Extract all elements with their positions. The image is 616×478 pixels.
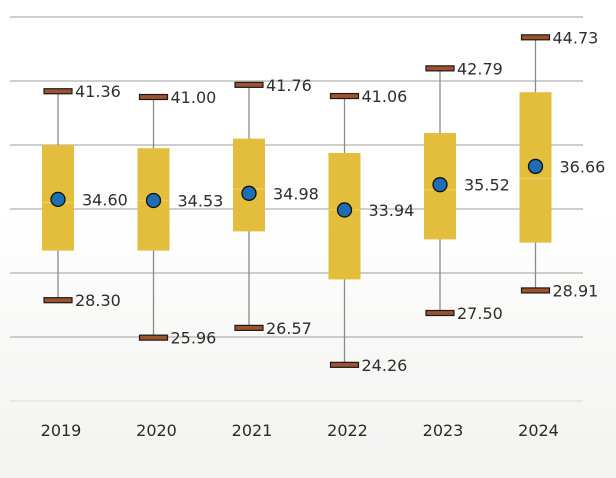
min-label: 28.30 <box>75 291 121 310</box>
x-tick-label-2021: 2021 <box>232 421 273 440</box>
max-cap <box>43 88 73 95</box>
mean-marker <box>50 191 66 208</box>
min-cap <box>234 324 264 331</box>
max-cap <box>138 93 169 101</box>
min-label: 26.57 <box>266 319 312 338</box>
max-label: 44.73 <box>553 28 599 47</box>
max-label: 41.06 <box>362 87 408 106</box>
min-label: 24.26 <box>362 356 408 375</box>
mean-label: 34.98 <box>273 184 319 203</box>
min-cap <box>138 334 169 341</box>
box-group-2024: 44.73 28.91 36.66 <box>519 28 606 300</box>
x-tick-label-2019: 2019 <box>41 421 82 440</box>
mean-label: 36.66 <box>560 157 606 176</box>
min-cap <box>43 297 73 304</box>
max-cap <box>234 81 264 88</box>
min-cap <box>329 361 360 368</box>
max-cap <box>425 65 455 72</box>
mean-marker <box>527 158 544 175</box>
mean-label: 34.53 <box>178 192 224 211</box>
box-group-2022: 41.06 24.26 33.94 <box>328 87 415 375</box>
x-tick-label-2022: 2022 <box>327 421 368 440</box>
gridlines <box>10 16 583 402</box>
min-label: 25.96 <box>171 329 217 348</box>
box-group-2021: 41.76 26.57 34.98 <box>233 76 319 338</box>
box-group-2019: 41.36 28.30 34.60 <box>42 82 128 310</box>
max-cap <box>520 34 551 41</box>
mean-label: 33.94 <box>369 201 415 220</box>
min-label: 27.50 <box>457 304 503 323</box>
mean-marker <box>336 202 353 218</box>
max-label: 41.76 <box>266 76 312 95</box>
box-group-2023: 42.79 27.50 35.52 <box>424 59 510 323</box>
mean-label: 34.60 <box>82 190 128 209</box>
x-tick-label-2023: 2023 <box>423 421 464 440</box>
max-cap <box>329 92 360 100</box>
min-cap <box>425 309 455 317</box>
max-label: 41.36 <box>75 82 121 101</box>
min-cap <box>520 287 551 294</box>
max-label: 42.79 <box>457 59 503 78</box>
mean-label: 35.52 <box>464 176 510 195</box>
x-tick-label-2020: 2020 <box>136 421 177 440</box>
mean-marker <box>241 185 257 201</box>
min-label: 28.91 <box>553 281 599 300</box>
iqr-box <box>233 138 265 232</box>
boxes: 41.36 28.30 34.60 41.00 25.96 34.53 41.76 26.57… <box>42 28 605 375</box>
x-axis-ticks: 2019 2020 2021 2022 2023 2024 <box>41 421 559 440</box>
mean-marker <box>145 192 162 209</box>
x-tick-label-2024: 2024 <box>518 421 559 440</box>
mean-marker <box>432 177 448 193</box>
max-label: 41.00 <box>171 88 217 107</box>
box-group-2020: 41.00 25.96 34.53 <box>137 88 224 348</box>
